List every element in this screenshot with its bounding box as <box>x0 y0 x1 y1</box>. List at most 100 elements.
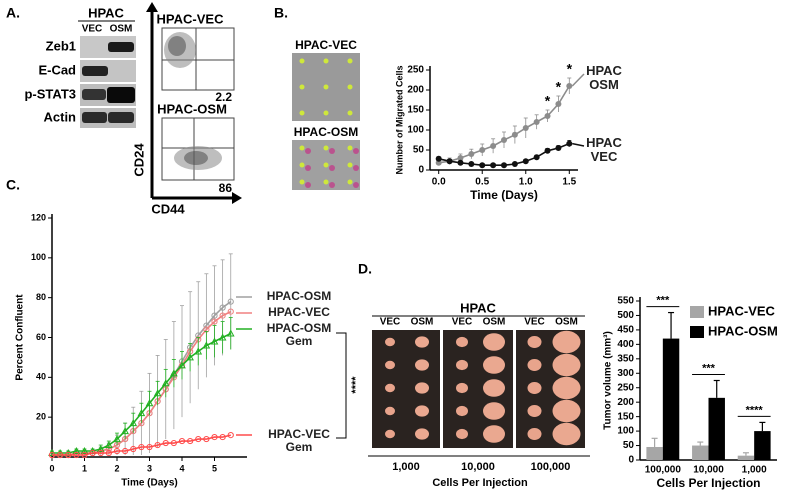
band-label: p-STAT3 <box>24 86 76 101</box>
tumor <box>415 359 429 371</box>
marker <box>219 433 226 441</box>
legend-label: HPAC-VEC <box>268 305 330 319</box>
significance: **** <box>350 376 362 394</box>
axis-arrow <box>146 2 158 12</box>
lane-label: OSM <box>483 317 506 328</box>
marker <box>65 451 72 459</box>
significance: *** <box>656 294 670 306</box>
band-label: Actin <box>44 109 77 124</box>
photo-title: HPAC <box>460 300 496 315</box>
bar <box>692 445 709 460</box>
y-tick-label: 120 <box>31 212 46 222</box>
marker <box>161 379 170 387</box>
x-tick-label: 5 <box>212 463 217 473</box>
marker <box>194 347 203 355</box>
pore-dot <box>323 145 329 151</box>
marker <box>219 304 226 311</box>
x-tick-label: 1.0 <box>519 177 533 188</box>
marker <box>187 437 194 445</box>
bracket <box>336 332 347 439</box>
pore-dot <box>323 84 329 90</box>
marker <box>211 433 218 441</box>
marker <box>48 451 56 459</box>
marker <box>97 449 104 457</box>
significance: * <box>567 61 573 77</box>
pore-dot <box>299 84 305 90</box>
bar <box>662 338 680 460</box>
marker <box>178 437 186 445</box>
flow-title: HPAC-VEC <box>157 11 225 26</box>
x-tick-label: 1 <box>82 463 87 473</box>
quadrant-percent: 2.2 <box>215 90 232 104</box>
tumor <box>456 405 468 417</box>
x-axis-label: Time (Days) <box>470 188 538 202</box>
marker <box>522 158 529 165</box>
tumor <box>456 359 468 371</box>
x-tick-label: 0.0 <box>432 177 446 188</box>
legend-label: HPAC-VEC <box>708 303 776 318</box>
y-axis-label: Percent Confluent <box>15 294 26 381</box>
pore-dot <box>347 110 353 116</box>
y-tick-label: 150 <box>407 105 424 116</box>
y-tick-label: 20 <box>36 412 46 422</box>
y-tick-label: 50 <box>623 440 635 451</box>
significance: * <box>545 93 551 109</box>
y-tick-label: 500 <box>617 310 634 321</box>
marker <box>129 419 138 427</box>
marker <box>544 113 551 119</box>
marker <box>566 140 573 147</box>
flow-x-marker: CD44 <box>151 201 185 216</box>
migrated-cell <box>353 148 359 154</box>
pore-dot <box>347 58 353 64</box>
lane-label: OSM <box>411 317 434 328</box>
marker <box>490 162 497 169</box>
tumor <box>527 336 542 348</box>
axis-arrow <box>232 192 242 204</box>
y-tick-label: 0 <box>418 165 424 176</box>
tumor <box>552 422 581 446</box>
marker <box>113 435 121 443</box>
migrated-cell <box>305 165 311 171</box>
tumor <box>483 402 505 420</box>
image-title: HPAC-VEC <box>295 38 357 52</box>
pore-dot <box>347 179 353 185</box>
y-tick-label: 100 <box>31 252 46 262</box>
x-tick-label: 2 <box>114 463 119 473</box>
marker <box>533 119 540 125</box>
marker <box>227 308 234 315</box>
marker <box>511 161 518 167</box>
flow-title: HPAC-OSM <box>157 101 227 116</box>
marker <box>162 439 169 447</box>
legend-label: HPAC OSM <box>586 63 622 92</box>
y-tick-label: 400 <box>617 339 634 350</box>
marker <box>203 435 210 443</box>
series-line <box>52 332 232 454</box>
marker <box>72 446 81 455</box>
y-tick-label: 200 <box>617 397 634 408</box>
tumor <box>483 333 505 351</box>
flow-y-marker: CD24 <box>131 143 146 177</box>
legend-label: HPAC VEC <box>586 135 622 164</box>
pore-dot <box>347 145 353 151</box>
marker <box>566 83 573 89</box>
cell-cloud <box>168 36 186 56</box>
marker <box>153 389 162 397</box>
panel-label: A. <box>6 5 20 21</box>
x-tick-label: 0 <box>49 463 54 473</box>
migrated-cell <box>305 182 311 188</box>
marker <box>435 155 442 162</box>
migrated-cell <box>353 165 359 171</box>
x-axis-label: Time (Days) <box>121 478 178 489</box>
marker <box>555 145 562 151</box>
lane-label: VEC <box>82 24 103 35</box>
marker <box>145 399 154 407</box>
blot-band <box>82 89 106 100</box>
marker <box>186 353 194 361</box>
tumor <box>527 382 542 394</box>
lane-label: VEC <box>452 317 473 328</box>
x-tick-label: 1,000 <box>742 465 767 476</box>
x-tick-label: 4 <box>179 463 184 473</box>
photo-count: 10,000 <box>461 461 495 473</box>
marker <box>490 143 497 149</box>
marker <box>138 443 145 451</box>
